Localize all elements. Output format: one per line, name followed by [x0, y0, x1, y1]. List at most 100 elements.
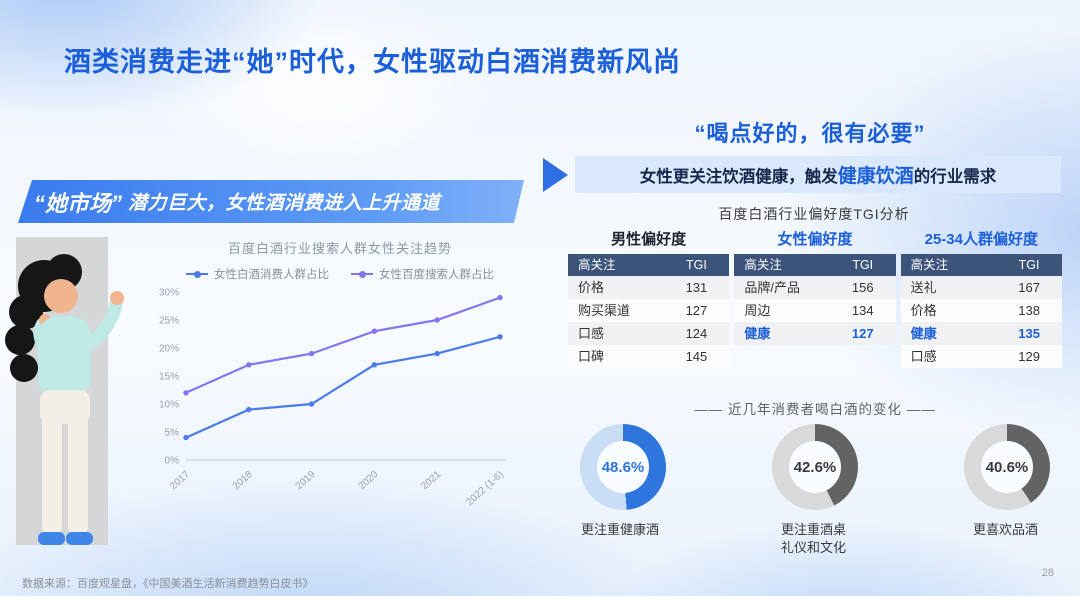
- left-banner: “她市场” 潜力巨大，女性酒消费进入上升通道: [18, 180, 524, 223]
- row-tgi: 129: [1018, 349, 1040, 364]
- row-label: 口碑: [578, 349, 605, 364]
- line-chart-block: 百度白酒行业搜索人群女性关注趋势 女性白酒消费人群占比 女性百度搜索人群占比 0…: [142, 238, 538, 531]
- svg-text:2022 (1-6): 2022 (1-6): [464, 469, 506, 508]
- row-tgi: 156: [851, 280, 874, 295]
- svg-text:2021: 2021: [419, 469, 443, 492]
- table-group-name: 男性偏好度: [611, 231, 687, 248]
- donut-label: 更喜欢品酒: [973, 522, 1039, 537]
- row-label: 健康: [910, 326, 937, 341]
- donut-charts-row: 48.6% 更注重健康酒 42.6% 更注重酒桌礼仪和文化 40.6% 更喜欢品…: [568, 424, 1062, 556]
- table-row: 品牌/产品 156: [734, 276, 896, 299]
- header-cell: TGI: [686, 258, 707, 272]
- donut-chart: 40.6%: [964, 424, 1050, 510]
- woman-illustration-svg: [5, 254, 124, 545]
- svg-text:2018: 2018: [231, 469, 255, 492]
- header-cell: 高关注: [910, 258, 949, 272]
- banner-suffix: 的行业需求: [913, 168, 997, 186]
- svg-text:30%: 30%: [159, 288, 179, 299]
- table-header-row: 高关注 TGI: [734, 254, 896, 276]
- tgi-table-title: 百度白酒行业偏好度TGI分析: [718, 206, 910, 222]
- header-cell: 高关注: [578, 258, 616, 272]
- banner-highlight: 健康饮酒: [837, 166, 914, 187]
- table-group-name: 25-34人群偏好度: [924, 231, 1038, 248]
- row-label: 购买渠道: [578, 303, 631, 318]
- quote-heading: “喝点好的，很有必要”: [694, 121, 926, 146]
- table-header-row: 高关注 TGI: [900, 254, 1062, 276]
- donut-label: 更注重健康酒: [581, 522, 660, 537]
- table-row: 口碑 145: [568, 345, 730, 368]
- svg-text:20%: 20%: [159, 344, 179, 355]
- row-label: 送礼: [910, 280, 937, 295]
- row-label: 口感: [578, 326, 605, 341]
- svg-text:2020: 2020: [357, 469, 381, 492]
- banner-prefix: 女性更关注饮酒健康，触发: [639, 168, 838, 186]
- row-tgi: 145: [685, 349, 708, 364]
- chart-legend: 女性白酒消费人群占比 女性百度搜索人群占比: [142, 266, 538, 282]
- table-row: 口感 124: [568, 322, 730, 345]
- row-tgi: 135: [1018, 326, 1040, 341]
- row-tgi: 167: [1018, 280, 1040, 295]
- line-chart-svg: 0% 5% 10% 15% 20% 25% 30% 2017 2018 2019 2020 2021 2…: [159, 288, 506, 509]
- donut-column: 42.6% 更注重酒桌礼仪和文化: [772, 424, 858, 556]
- page-number: 28: [1041, 567, 1054, 579]
- row-label: 口感: [910, 349, 937, 364]
- row-tgi: 134: [851, 303, 874, 318]
- donut-value: 42.6%: [793, 458, 837, 476]
- bottom-strip: [0, 596, 1080, 607]
- woman-illustration: [4, 244, 136, 561]
- row-tgi: 127: [685, 303, 708, 318]
- legend-label: 女性白酒消费人群占比: [214, 269, 329, 281]
- decorative-glare: [300, 78, 380, 112]
- table-row: 健康 135: [900, 322, 1062, 345]
- svg-text:25%: 25%: [159, 316, 179, 327]
- banner-quote-text: “她市场”: [34, 190, 123, 216]
- row-label: 健康: [744, 326, 771, 341]
- donut-column: 48.6% 更注重健康酒: [580, 424, 666, 556]
- donut-chart: 48.6%: [580, 424, 666, 510]
- row-label: 周边: [744, 303, 771, 318]
- row-tgi: 127: [851, 326, 874, 341]
- legend-item: 女性白酒消费人群占比: [186, 266, 329, 282]
- table-row: 送礼 167: [900, 276, 1062, 299]
- donut-hole: [789, 441, 841, 493]
- svg-text:10%: 10%: [159, 400, 179, 411]
- table-header-row: 高关注 TGI: [568, 254, 730, 276]
- tgi-table: 男性偏好度 高关注 TGI 价格 131 购买渠道 127 口感 124 口碑 …: [568, 228, 1062, 368]
- right-banner: 女性更关注饮酒健康，触发健康饮酒的行业需求: [575, 156, 1061, 193]
- table-row: 购买渠道 127: [568, 299, 730, 322]
- table-group-name: 女性偏好度: [777, 231, 853, 248]
- donut-value: 48.6%: [601, 458, 645, 476]
- donut-label: 更注重酒桌礼仪和文化: [781, 522, 847, 555]
- row-tgi: 131: [685, 280, 708, 295]
- table-row: 周边 134: [734, 299, 896, 322]
- row-label: 价格: [578, 280, 605, 295]
- donut-section-title: —— 近几年消费者喝白酒的变化 ——: [694, 402, 936, 417]
- header-cell: TGI: [1018, 258, 1040, 272]
- banner-text: 潜力巨大，女性酒消费进入上升通道: [128, 193, 441, 214]
- donut-chart: 42.6%: [772, 424, 858, 510]
- svg-text:0%: 0%: [165, 456, 180, 467]
- slide-title: 酒类消费走进“她”时代，女性驱动白酒消费新风尚: [64, 47, 681, 77]
- svg-text:5%: 5%: [165, 428, 180, 439]
- table-row: 价格 138: [900, 299, 1062, 322]
- donut-value: 40.6%: [985, 458, 1029, 476]
- svg-text:2019: 2019: [294, 469, 318, 492]
- table-group-female: 女性偏好度 高关注 TGI 品牌/产品 156 周边 134 健康 127: [734, 228, 896, 368]
- svg-text:15%: 15%: [159, 372, 179, 383]
- data-source-footer: 数据来源：百度观星盘，《中国美酒生活新消费趋势白皮书》: [22, 578, 314, 590]
- line-chart-title: 百度白酒行业搜索人群女性关注趋势: [227, 241, 452, 256]
- row-tgi: 138: [1018, 303, 1040, 318]
- header-cell: 高关注: [744, 258, 782, 272]
- table-group-male: 男性偏好度 高关注 TGI 价格 131 购买渠道 127 口感 124 口碑 …: [568, 228, 730, 368]
- legend-marker-purple-icon: [351, 270, 373, 278]
- row-tgi: 124: [685, 326, 708, 341]
- table-row: 口感 129: [900, 345, 1062, 368]
- donut-column: 40.6% 更喜欢品酒: [964, 424, 1050, 556]
- legend-marker-blue-icon: [186, 270, 208, 278]
- donut-hole: [981, 441, 1033, 493]
- table-group-25-34: 25-34人群偏好度 高关注 TGI 送礼 167 价格 138 健康 135 …: [900, 228, 1062, 368]
- header-cell: TGI: [852, 258, 874, 272]
- play-arrow-icon: [543, 157, 568, 192]
- row-label: 品牌/产品: [744, 280, 800, 295]
- table-row: 价格 131: [568, 276, 730, 299]
